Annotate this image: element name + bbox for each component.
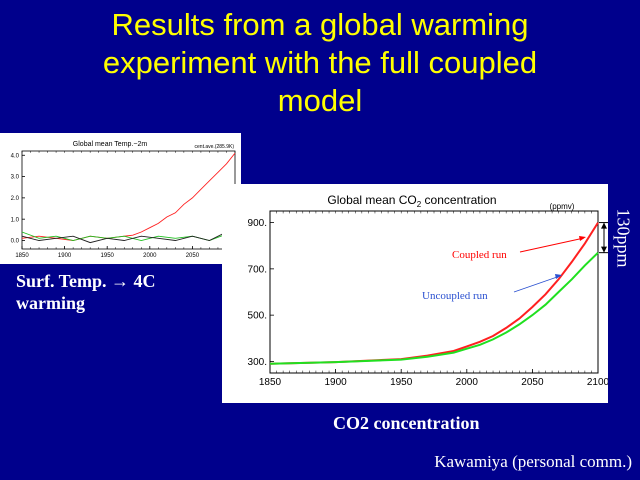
uncoupled-run-line — [269, 251, 599, 365]
x-tick-label: 2000 — [456, 377, 479, 388]
y-tick-label: 2.0 — [11, 196, 20, 202]
x-tick-label: 1900 — [324, 377, 347, 388]
series-3-line — [21, 231, 236, 244]
temperature-plot-frame — [21, 150, 236, 250]
temperature-caption-line-2: warming — [16, 293, 85, 313]
temperature-caption: Surf. Temp. → 4C warming — [16, 270, 156, 314]
y-tick-label: 0.0 — [11, 239, 20, 245]
x-tick-label: 1950 — [390, 377, 413, 388]
x-tick-label: 1850 — [15, 253, 29, 259]
x-tick-label: 2100 — [587, 377, 608, 388]
coupled-run-label: Coupled run — [452, 249, 507, 261]
y-tick-label: 4.0 — [11, 153, 20, 159]
co2-caption: CO2 concentration — [333, 413, 480, 433]
y-tick-label: 1.0 — [11, 217, 20, 223]
uncoupled-run-label: Uncoupled run — [422, 290, 488, 302]
temperature-caption-line-1: Surf. Temp. → 4C — [16, 271, 156, 291]
difference-annotation-text: 130ppm — [613, 208, 634, 268]
y-tick-label: 500. — [248, 311, 267, 322]
coupled-run-arrow — [519, 237, 585, 253]
x-tick-label: 1850 — [259, 377, 282, 388]
slide-title: Results from a global warming experiment… — [0, 6, 640, 120]
x-tick-label: 1900 — [58, 253, 72, 259]
temperature-chart: Global mean Temp.−2m cent.ave.(285.9K) 1… — [11, 141, 241, 259]
title-line-1: Results from a global warming — [111, 7, 529, 42]
temperature-chart-title: Global mean Temp.−2m — [73, 141, 148, 148]
series-1-line — [21, 152, 236, 241]
x-tick-label: 2050 — [521, 377, 544, 388]
title-line-2: experiment with the full coupled — [102, 45, 538, 80]
x-tick-label: 1950 — [101, 253, 115, 259]
temperature-chart-panel: Global mean Temp.−2m cent.ave.(285.9K) 1… — [0, 133, 241, 264]
credit-text: Kawamiya (personal comm.) — [434, 452, 632, 471]
coupled-run-arrowhead — [579, 236, 586, 241]
co2-chart: Global mean CO2 concentration (ppmv) 185… — [248, 193, 608, 388]
y-tick-label: 300. — [248, 357, 267, 368]
y-tick-label: 700. — [248, 264, 267, 275]
title-line-3: model — [277, 83, 363, 118]
x-tick-label: 2000 — [143, 253, 157, 259]
x-tick-label: 2050 — [186, 253, 200, 259]
co2-unit-label: (ppmv) — [550, 202, 575, 211]
uncoupled-run-arrow — [513, 275, 561, 293]
y-tick-label: 3.0 — [11, 175, 20, 181]
uncoupled-run-arrowhead — [555, 274, 562, 279]
co2-chart-panel: Global mean CO2 concentration (ppmv) 185… — [222, 184, 608, 403]
difference-annotation: 130ppm — [609, 192, 637, 284]
y-tick-label: 900. — [248, 218, 267, 229]
co2-chart-title: Global mean CO2 concentration — [327, 193, 496, 209]
temperature-chart-subtitle: cent.ave.(285.9K) — [195, 144, 235, 150]
